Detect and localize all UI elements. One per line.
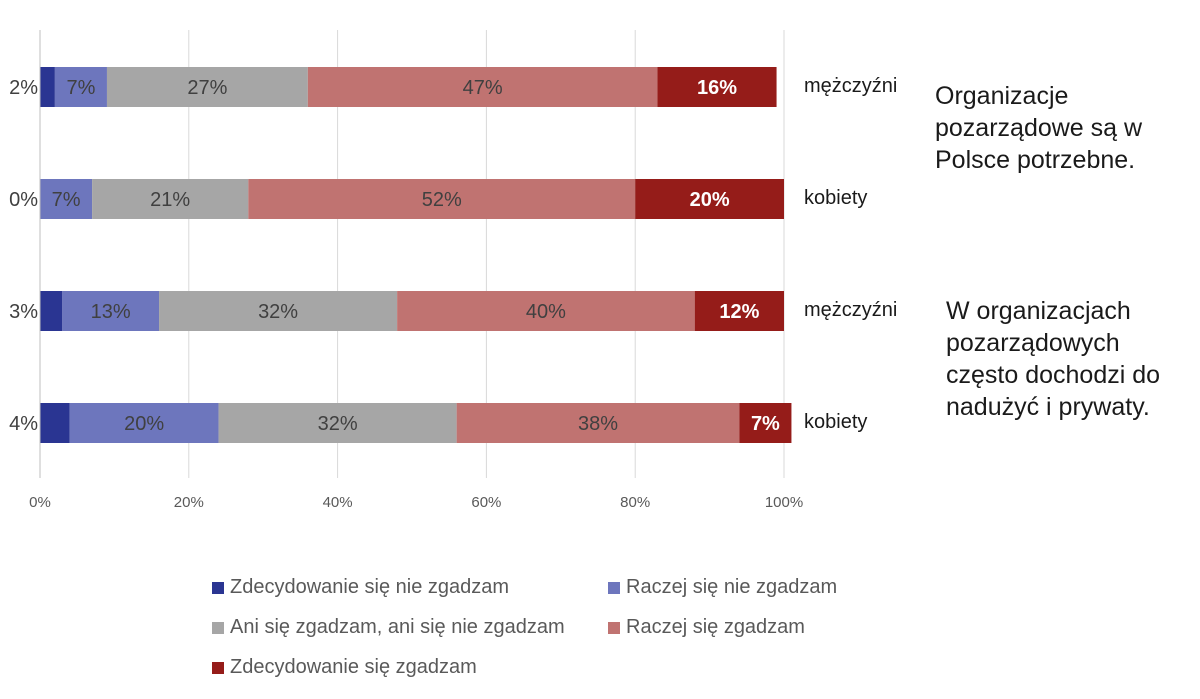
legend-label: Raczej się zgadzam xyxy=(626,616,805,638)
x-tick-label: 0% xyxy=(29,494,51,511)
bar-segment xyxy=(218,403,457,443)
legend-label: Zdecydowanie się nie zgadzam xyxy=(230,576,510,598)
legend-swatch xyxy=(212,661,224,674)
bar-segment xyxy=(62,291,160,331)
legend-label: Raczej się nie zgadzam xyxy=(626,576,838,598)
data-label: 3% xyxy=(9,301,38,323)
bar-segment xyxy=(40,403,70,443)
data-label: 40% xyxy=(526,301,566,323)
legend-label: Zdecydowanie się zgadzam xyxy=(230,656,477,678)
legend-swatch xyxy=(608,621,620,634)
bar-segment xyxy=(40,291,63,331)
data-label: 7% xyxy=(66,77,95,99)
group-title-ngo-abuse: W organizacjach pozarządowych często doc… xyxy=(946,297,1161,421)
row-label: kobiety xyxy=(804,187,867,209)
data-label: 16% xyxy=(697,77,737,99)
data-label: 32% xyxy=(318,413,358,435)
bar-segment xyxy=(397,291,695,331)
bar-segment xyxy=(657,67,777,107)
row-label: mężczyźni xyxy=(804,299,897,321)
data-label: 32% xyxy=(258,301,298,323)
bar-segment xyxy=(40,179,93,219)
data-label: 52% xyxy=(422,189,462,211)
data-label: 20% xyxy=(124,413,164,435)
bar-segment xyxy=(739,403,792,443)
bar-segment xyxy=(694,291,784,331)
data-label: 13% xyxy=(91,301,131,323)
data-label: 7% xyxy=(751,413,780,435)
bar-segment xyxy=(69,403,219,443)
data-label: 7% xyxy=(52,189,81,211)
row-label: kobiety xyxy=(804,411,867,433)
bar-segment xyxy=(92,179,249,219)
bar-segment xyxy=(106,67,308,107)
data-label: 2% xyxy=(9,77,38,99)
data-label: 21% xyxy=(150,189,190,211)
legend-swatch xyxy=(212,621,224,634)
x-tick-label: 100% xyxy=(765,494,803,511)
bar-segment xyxy=(40,67,55,107)
row-label: mężczyźni xyxy=(804,75,897,97)
legend-item: Zdecydowanie się nie zgadzam xyxy=(212,576,509,599)
legend-swatch xyxy=(212,581,224,594)
legend-item: Raczej się nie zgadzam xyxy=(608,576,837,599)
group-title-ngo-needed: Organizacje pozarządowe są w Polsce potr… xyxy=(935,82,1143,174)
x-tick-label: 20% xyxy=(174,494,204,511)
data-label: 20% xyxy=(690,189,730,211)
legend-item: Ani się zgadzam, ani się nie zgadzam xyxy=(212,616,565,639)
data-label: 27% xyxy=(187,77,227,99)
legend-item: Zdecydowanie się zgadzam xyxy=(212,656,477,679)
bar-segment xyxy=(54,67,107,107)
bar-segment xyxy=(159,291,398,331)
x-tick-label: 80% xyxy=(620,494,650,511)
x-tick-label: 60% xyxy=(471,494,501,511)
bar-segment xyxy=(635,179,784,219)
data-label: 47% xyxy=(463,77,503,99)
x-tick-label: 40% xyxy=(323,494,353,511)
bar-segment xyxy=(456,403,740,443)
data-label: 4% xyxy=(9,413,38,435)
legend-label: Ani się zgadzam, ani się nie zgadzam xyxy=(230,616,565,638)
bar-segment xyxy=(307,67,658,107)
legend-swatch xyxy=(608,581,620,594)
legend-item: Raczej się zgadzam xyxy=(608,616,805,639)
bar-segment xyxy=(248,179,636,219)
data-label: 0% xyxy=(9,189,38,211)
data-label: 12% xyxy=(719,301,759,323)
data-label: 38% xyxy=(578,413,618,435)
